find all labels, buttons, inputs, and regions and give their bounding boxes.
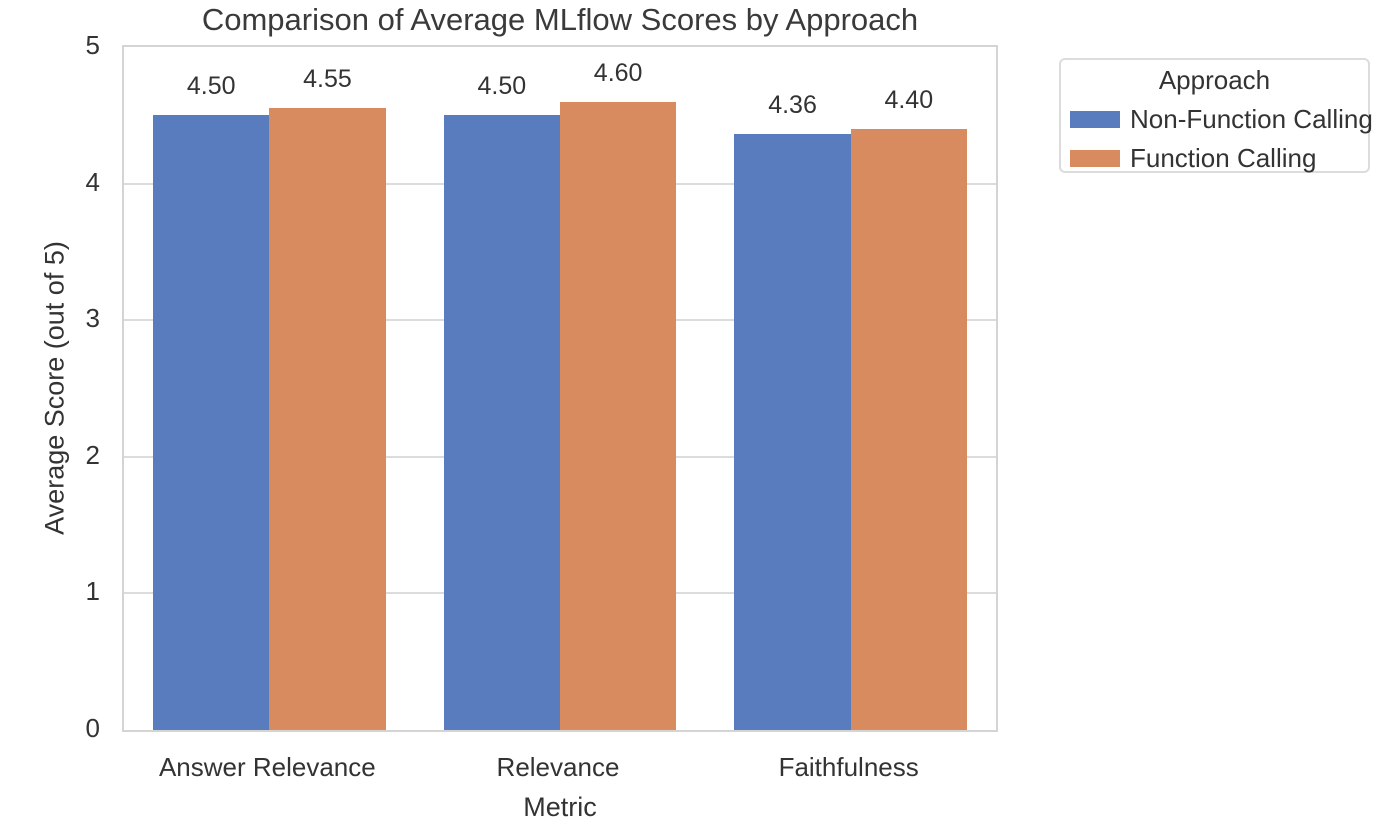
legend-entry-function-calling: Function Calling — [1061, 143, 1368, 174]
x-tick-label: Answer Relevance — [158, 752, 376, 782]
y-axis-ticks: 0 1 2 3 4 5 — [0, 30, 100, 743]
legend-swatch-function-calling — [1070, 150, 1120, 167]
chart-title: Comparison of Average MLflow Scores by A… — [201, 2, 919, 37]
x-tick-label: Relevance — [496, 752, 620, 782]
bar-value-label: 4.55 — [303, 65, 352, 94]
legend-label-function-calling: Function Calling — [1130, 143, 1317, 173]
bar-function-calling-answer-relevance — [269, 108, 386, 730]
legend: Approach Non-Function Calling Function C… — [1059, 58, 1373, 174]
x-axis-label: Metric — [523, 792, 597, 822]
bar-value-label: 4.50 — [186, 72, 236, 101]
legend-swatch-non-function-calling — [1070, 111, 1120, 128]
y-tick-label: 1 — [85, 576, 100, 607]
bar-non-function-calling-faithfulness — [734, 134, 851, 730]
legend-entry-non-function-calling: Non-Function Calling — [1061, 104, 1373, 135]
y-tick-label: 0 — [85, 713, 100, 743]
x-tick-label: Faithfulness — [778, 752, 919, 782]
bar-non-function-calling-answer-relevance — [153, 115, 270, 730]
legend-title: Approach — [1158, 65, 1271, 95]
y-tick-label: 2 — [85, 439, 100, 470]
bar-function-calling-faithfulness — [850, 128, 967, 730]
bar-value-label: 4.50 — [477, 72, 527, 101]
y-tick-label: 4 — [85, 166, 100, 197]
y-tick-label: 3 — [85, 303, 100, 334]
bar-value-label: 4.60 — [593, 58, 643, 87]
legend-label-non-function-calling: Non-Function Calling — [1130, 104, 1373, 134]
x-axis-ticks: Answer Relevance Relevance Faithfulness — [122, 752, 998, 784]
bar-value-label: 4.36 — [768, 91, 817, 120]
bar-value-label: 4.40 — [884, 85, 934, 114]
bar-non-function-calling-relevance — [443, 115, 560, 730]
y-tick-label: 5 — [85, 30, 100, 60]
plot-area: 4.50 4.55 4.50 4.60 4.36 4.40 — [122, 45, 998, 732]
bar-function-calling-relevance — [560, 101, 677, 730]
